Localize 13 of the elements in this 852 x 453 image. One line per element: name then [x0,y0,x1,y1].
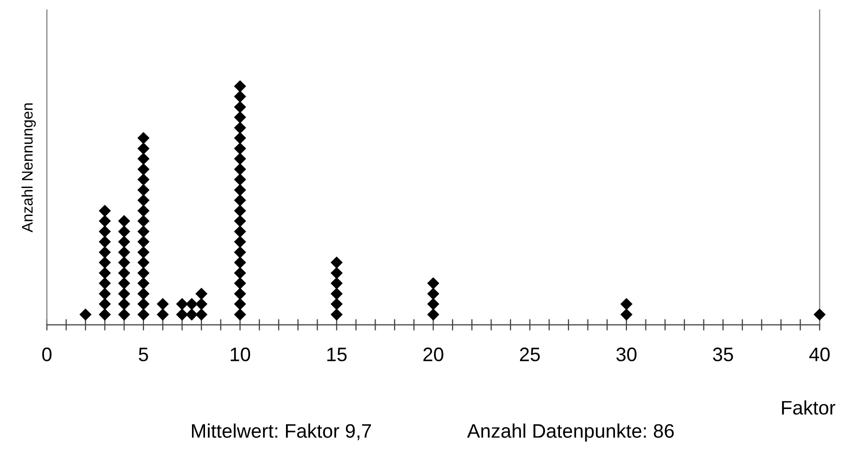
x-tick-label: 5 [138,348,148,362]
x-axis-title: Faktor [782,400,836,415]
x-tick-label: 25 [520,348,540,362]
x-tick-label: 10 [230,348,250,362]
x-tick-label: 30 [616,348,636,362]
x-tick-label: 40 [809,348,830,362]
x-tick-label: 0 [42,348,52,362]
y-axis-title: Anzahl Nennungen [22,103,36,232]
x-tick-label: 15 [327,348,347,362]
text: Mittelwert: Faktor 9,7 [192,424,371,440]
x-tick-label: 35 [712,348,734,362]
x-tick-label: 20 [423,348,444,362]
text: Anzahl Datenpunkte: 86 [467,424,674,442]
